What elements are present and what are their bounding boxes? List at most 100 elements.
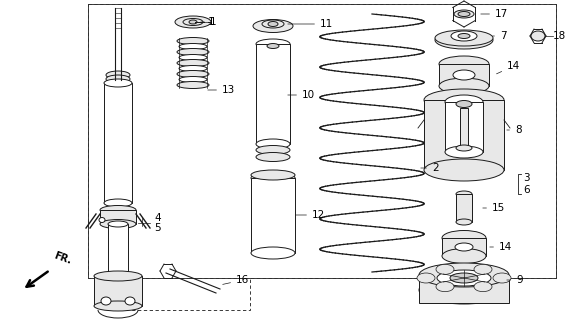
- Bar: [256, 44, 290, 144]
- Ellipse shape: [435, 31, 493, 49]
- Ellipse shape: [189, 20, 197, 24]
- Ellipse shape: [179, 44, 207, 50]
- Bar: [442, 238, 486, 256]
- Ellipse shape: [436, 282, 454, 292]
- Ellipse shape: [439, 56, 489, 72]
- Ellipse shape: [175, 16, 211, 28]
- Ellipse shape: [435, 30, 493, 46]
- Bar: [88, 4, 556, 278]
- Ellipse shape: [256, 139, 290, 149]
- Ellipse shape: [94, 271, 142, 281]
- Text: 18: 18: [553, 31, 566, 41]
- Ellipse shape: [251, 247, 295, 259]
- Ellipse shape: [458, 12, 470, 17]
- Bar: [100, 210, 136, 224]
- Ellipse shape: [268, 21, 278, 27]
- Ellipse shape: [108, 273, 128, 279]
- Ellipse shape: [474, 264, 492, 274]
- Ellipse shape: [177, 70, 209, 77]
- Ellipse shape: [437, 270, 491, 286]
- Ellipse shape: [450, 273, 478, 283]
- Ellipse shape: [256, 146, 290, 155]
- Text: 13: 13: [208, 85, 235, 95]
- Text: 7: 7: [493, 31, 506, 41]
- Text: 5: 5: [154, 223, 160, 233]
- Text: 10: 10: [288, 90, 315, 100]
- Ellipse shape: [256, 39, 290, 49]
- Bar: [88, 4, 556, 278]
- Ellipse shape: [424, 89, 504, 111]
- Ellipse shape: [177, 60, 209, 67]
- Bar: [94, 276, 142, 306]
- Text: 14: 14: [497, 61, 520, 74]
- Ellipse shape: [99, 218, 105, 222]
- Text: 16: 16: [222, 275, 249, 285]
- Bar: [456, 194, 472, 222]
- Ellipse shape: [267, 44, 279, 49]
- Bar: [460, 108, 468, 148]
- Bar: [439, 64, 489, 86]
- Ellipse shape: [251, 172, 295, 184]
- Text: 2: 2: [421, 163, 439, 173]
- Text: 14: 14: [490, 242, 512, 252]
- Ellipse shape: [104, 79, 132, 87]
- Ellipse shape: [424, 159, 504, 181]
- Text: 8: 8: [507, 125, 522, 135]
- Text: 3: 3: [523, 173, 530, 183]
- Ellipse shape: [531, 31, 545, 41]
- Ellipse shape: [125, 297, 135, 305]
- Ellipse shape: [106, 75, 130, 83]
- Text: 4: 4: [154, 213, 160, 223]
- Ellipse shape: [183, 19, 203, 26]
- Ellipse shape: [458, 34, 470, 38]
- Ellipse shape: [177, 49, 209, 55]
- Text: 15: 15: [483, 203, 505, 213]
- Ellipse shape: [493, 273, 511, 283]
- Ellipse shape: [94, 301, 142, 311]
- Ellipse shape: [108, 221, 128, 227]
- Bar: [424, 100, 504, 170]
- Ellipse shape: [100, 205, 136, 214]
- Ellipse shape: [417, 273, 435, 283]
- Ellipse shape: [108, 80, 128, 86]
- Ellipse shape: [251, 170, 295, 180]
- Ellipse shape: [100, 220, 136, 228]
- Ellipse shape: [101, 297, 111, 305]
- Ellipse shape: [453, 70, 475, 80]
- Ellipse shape: [106, 71, 130, 79]
- Ellipse shape: [456, 100, 472, 108]
- Ellipse shape: [474, 282, 492, 292]
- Ellipse shape: [179, 54, 207, 60]
- Bar: [108, 224, 128, 276]
- Ellipse shape: [177, 37, 209, 44]
- Text: 17: 17: [481, 9, 508, 19]
- Ellipse shape: [177, 82, 209, 89]
- Ellipse shape: [419, 263, 509, 287]
- Ellipse shape: [456, 219, 472, 225]
- Ellipse shape: [419, 276, 509, 304]
- Ellipse shape: [445, 146, 483, 158]
- Ellipse shape: [253, 20, 293, 33]
- Bar: [132, 263, 250, 310]
- Ellipse shape: [179, 66, 207, 71]
- Bar: [445, 102, 483, 152]
- Text: 9: 9: [507, 275, 522, 285]
- Text: 12: 12: [296, 210, 325, 220]
- Text: 11: 11: [288, 19, 333, 29]
- Bar: [251, 178, 295, 253]
- Ellipse shape: [456, 191, 472, 197]
- Ellipse shape: [262, 20, 284, 28]
- Text: 1: 1: [208, 17, 215, 27]
- Text: 6: 6: [523, 185, 530, 195]
- Bar: [104, 83, 132, 203]
- Ellipse shape: [456, 145, 472, 151]
- Ellipse shape: [445, 95, 483, 109]
- Text: FR.: FR.: [52, 251, 72, 266]
- Ellipse shape: [436, 264, 454, 274]
- Ellipse shape: [442, 230, 486, 245]
- Bar: [419, 275, 509, 303]
- Ellipse shape: [179, 76, 207, 83]
- Ellipse shape: [442, 249, 486, 263]
- Ellipse shape: [454, 10, 474, 18]
- Ellipse shape: [451, 31, 477, 41]
